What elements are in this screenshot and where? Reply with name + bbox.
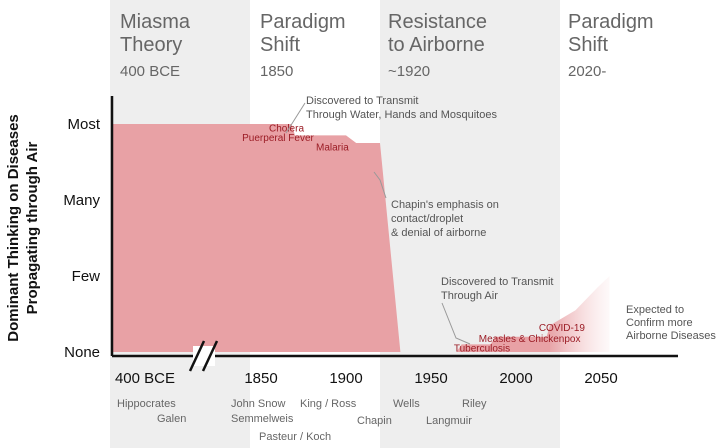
era-title-line: Miasma <box>120 11 191 33</box>
era-band-3 <box>380 0 560 448</box>
disease-label: Puerperal Fever <box>242 133 314 144</box>
annotation-water: Discovered to Transmit Through Water, Ha… <box>306 95 497 121</box>
x-tick-label: 2000 <box>499 370 532 387</box>
person-label: King / Ross <box>300 398 357 410</box>
tick-layer: None Few Many Most 400 BCE 1850 1900 1950 2000 20… <box>63 116 617 387</box>
person-label: Semmelweis <box>231 413 294 425</box>
axis-break-mark <box>188 340 206 372</box>
y-tick-label: Many <box>63 192 100 209</box>
annotation-line: contact/droplet <box>391 213 463 225</box>
area-layer <box>112 124 610 352</box>
annotation-line: Discovered to Transmit <box>306 95 418 107</box>
axis-break-mark <box>201 340 219 372</box>
annotation-line: Chapin's emphasis on <box>391 199 499 211</box>
y-tick-label: None <box>64 344 100 361</box>
annotation-air: Discovered to Transmit Through Air <box>441 276 553 302</box>
person-label: Wells <box>393 398 420 410</box>
x-tick-label: 1850 <box>244 370 277 387</box>
person-label: Chapin <box>357 415 392 427</box>
annotation-leader <box>441 302 471 345</box>
disease-label: Malaria <box>316 142 349 153</box>
person-label: Pasteur / Koch <box>259 431 331 443</box>
y-axis-label-line-2: Propagating through Air <box>24 141 41 314</box>
annotation-chapin: Chapin's emphasis on contact/droplet & d… <box>391 199 499 239</box>
annotation-leader <box>285 102 306 134</box>
era-date: 2020- <box>568 63 606 80</box>
era-title-line: to Airborne <box>388 34 485 56</box>
era-header-1: Miasma Theory 400 BCE <box>120 11 191 80</box>
area-series-main <box>112 124 550 352</box>
y-axis-label-line-1: Dominant Thinking on Diseases <box>5 114 22 342</box>
era-date: 400 BCE <box>120 63 180 80</box>
era-title-line: Paradigm <box>568 11 654 33</box>
disease-label: Measles & Chickenpox <box>479 334 581 345</box>
era-header-4: Paradigm Shift 2020- <box>568 11 654 80</box>
era-date: ~1920 <box>388 63 430 80</box>
annotation-line: & denial of airborne <box>391 227 486 239</box>
x-tick-label: 400 BCE <box>115 370 175 387</box>
person-label: Hippocrates <box>117 398 176 410</box>
annotation-line: Confirm more <box>626 317 693 329</box>
era-date: 1850 <box>260 63 293 80</box>
y-tick-label: Few <box>72 268 101 285</box>
annotation-line: Expected to <box>626 304 684 316</box>
annotation-line: Airborne Diseases <box>626 330 716 342</box>
x-tick-label: 1950 <box>414 370 447 387</box>
disease-label: Tuberculosis <box>454 344 510 355</box>
era-title-line: Resistance <box>388 11 487 33</box>
x-tick-label: 2050 <box>584 370 617 387</box>
y-tick-label: Most <box>67 116 100 133</box>
disease-label: Cholera <box>269 123 304 134</box>
person-label: Langmuir <box>426 415 472 427</box>
person-label: John Snow <box>231 398 285 410</box>
annotation-line: Discovered to Transmit <box>441 276 553 288</box>
people-labels: Hippocrates Galen John Snow Semmelweis P… <box>117 398 487 443</box>
x-tick-label: 1900 <box>329 370 362 387</box>
person-label: Galen <box>157 413 186 425</box>
annotation-line: Through Water, Hands and Mosquitoes <box>306 109 497 121</box>
annotation-line: Through Air <box>441 290 498 302</box>
era-header-3: Resistance to Airborne ~1920 <box>388 11 487 80</box>
era-title-line: Theory <box>120 34 182 56</box>
era-title-line: Shift <box>260 34 300 56</box>
area-series-projection <box>550 276 610 352</box>
annotation-expected: Expected to Confirm more Airborne Diseas… <box>626 304 716 342</box>
annotation-leader <box>373 171 387 199</box>
era-title-line: Shift <box>568 34 608 56</box>
era-title-line: Paradigm <box>260 11 346 33</box>
disease-label: COVID-19 <box>539 323 586 334</box>
era-header-2: Paradigm Shift 1850 <box>260 11 346 80</box>
person-label: Riley <box>462 398 487 410</box>
